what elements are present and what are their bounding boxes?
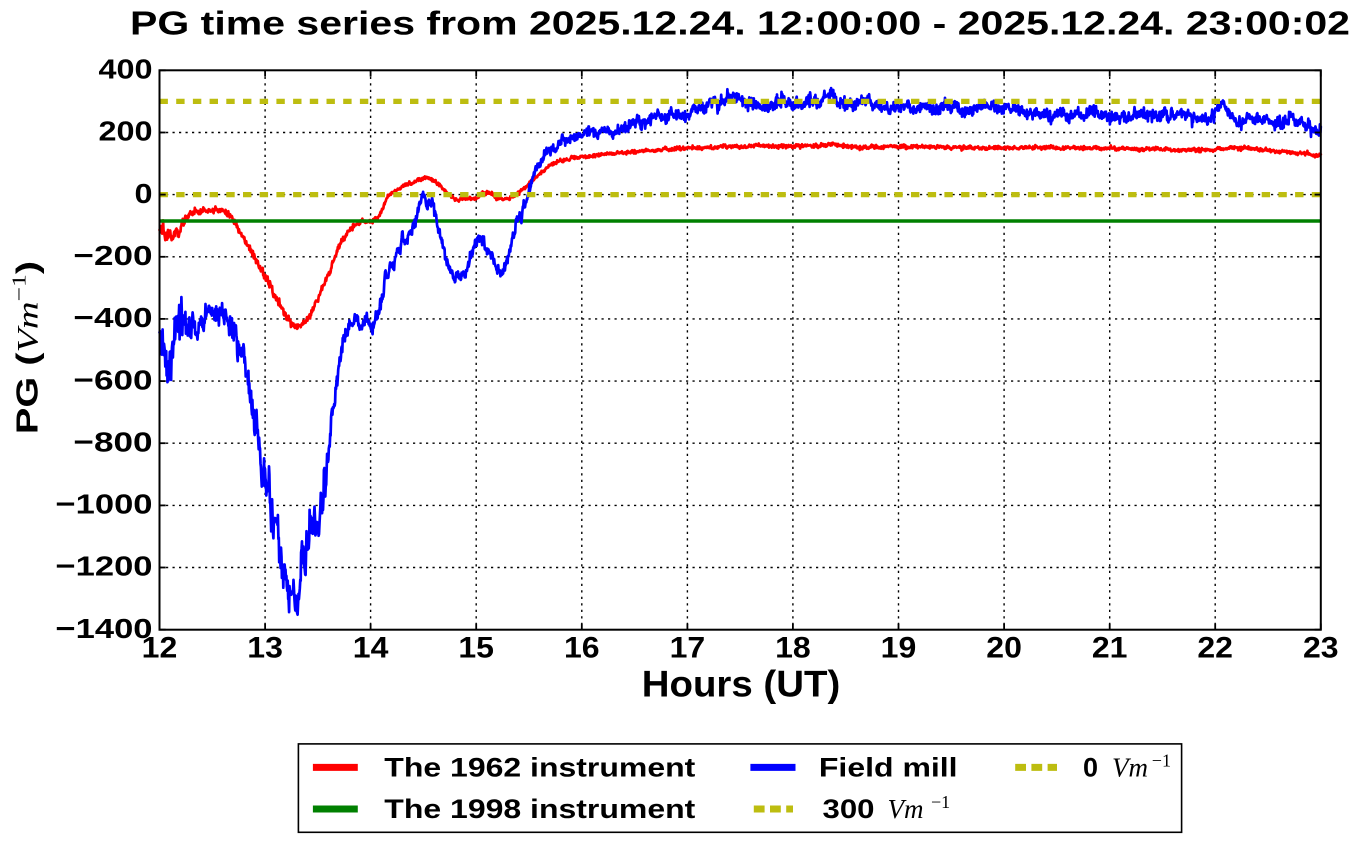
svg-text:18: 18 [775, 632, 811, 665]
svg-text:Field mill: Field mill [819, 752, 958, 782]
svg-text:21: 21 [1092, 632, 1128, 665]
svg-text:The 1998 instrument: The 1998 instrument [384, 794, 695, 824]
svg-text:Vm: Vm [888, 794, 924, 824]
svg-text:−1: −1 [931, 792, 950, 812]
svg-text:19: 19 [881, 632, 917, 665]
svg-text:−1: −1 [1152, 750, 1171, 770]
svg-text:The 1962 instrument: The 1962 instrument [384, 752, 695, 782]
svg-text:PG time series from 2025.12.24: PG time series from 2025.12.24. 12:00:00… [130, 5, 1350, 42]
svg-text:Vm: Vm [1112, 752, 1148, 782]
svg-text:−200: −200 [74, 240, 153, 271]
svg-text:14: 14 [353, 632, 389, 665]
svg-text:−600: −600 [74, 364, 153, 395]
svg-text:Hours (UT): Hours (UT) [642, 664, 841, 705]
svg-text:−1400: −1400 [56, 613, 153, 644]
svg-text:13: 13 [247, 632, 283, 665]
svg-text:17: 17 [670, 632, 706, 665]
svg-text:0: 0 [135, 178, 153, 209]
svg-text:−1000: −1000 [56, 489, 153, 520]
svg-text:22: 22 [1197, 632, 1233, 665]
svg-text:200: 200 [99, 116, 153, 147]
svg-text:23: 23 [1303, 632, 1339, 665]
svg-text:15: 15 [458, 632, 494, 665]
svg-text:12: 12 [142, 632, 178, 665]
svg-text:−400: −400 [74, 302, 153, 333]
svg-text:0: 0 [1083, 752, 1098, 782]
svg-text:−800: −800 [74, 426, 153, 457]
svg-text:400: 400 [99, 54, 153, 85]
svg-text:20: 20 [986, 632, 1022, 665]
svg-text:16: 16 [564, 632, 600, 665]
svg-text:300: 300 [823, 794, 875, 824]
svg-text:−1200: −1200 [56, 551, 153, 582]
